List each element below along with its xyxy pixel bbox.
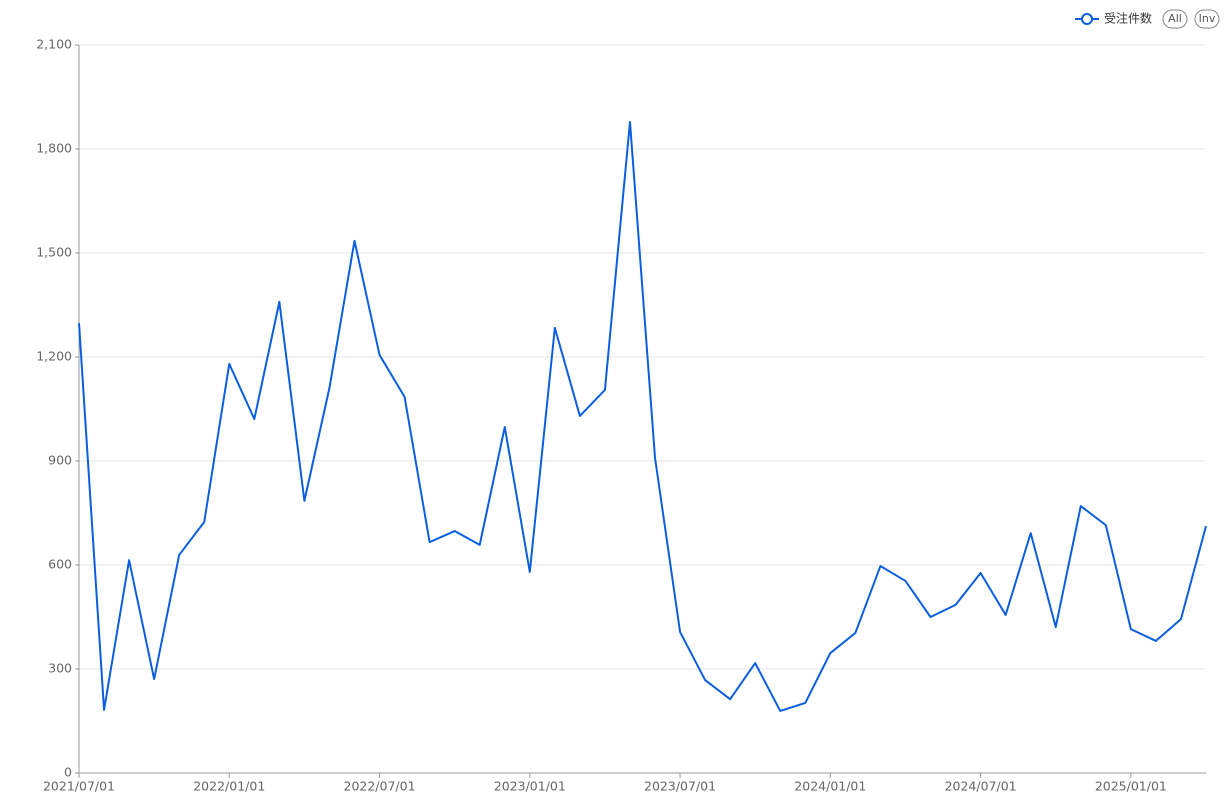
x-tick-label: 2023/07/01 xyxy=(644,779,716,794)
x-tick-label: 2022/07/01 xyxy=(344,779,416,794)
y-tick-label: 0 xyxy=(64,765,72,780)
x-tick-label: 2022/01/01 xyxy=(193,779,265,794)
legend-marker[interactable] xyxy=(1081,13,1093,25)
y-tick-label: 600 xyxy=(48,557,72,572)
y-tick-label: 1,500 xyxy=(36,245,72,260)
y-tick-label: 1,200 xyxy=(36,349,72,364)
y-tick-label: 900 xyxy=(48,453,72,468)
legend-button[interactable] xyxy=(1162,9,1188,29)
data-line xyxy=(78,120,1207,712)
legend-button[interactable] xyxy=(1194,9,1220,29)
y-tick-label: 1,800 xyxy=(36,141,72,156)
x-tick-label: 2024/01/01 xyxy=(794,779,866,794)
legend-button-label[interactable]: All xyxy=(1168,12,1182,25)
y-tick-label: 2,100 xyxy=(36,37,72,52)
y-tick-label: 300 xyxy=(48,661,72,676)
x-tick-label: 2024/07/01 xyxy=(945,779,1017,794)
legend-button-label[interactable]: Inv xyxy=(1199,12,1216,25)
legend-label[interactable]: 受注件数 xyxy=(1104,11,1152,26)
x-tick-label: 2025/01/01 xyxy=(1095,779,1167,794)
x-tick-label: 2023/01/01 xyxy=(494,779,566,794)
x-tick-label: 2021/07/01 xyxy=(43,779,115,794)
